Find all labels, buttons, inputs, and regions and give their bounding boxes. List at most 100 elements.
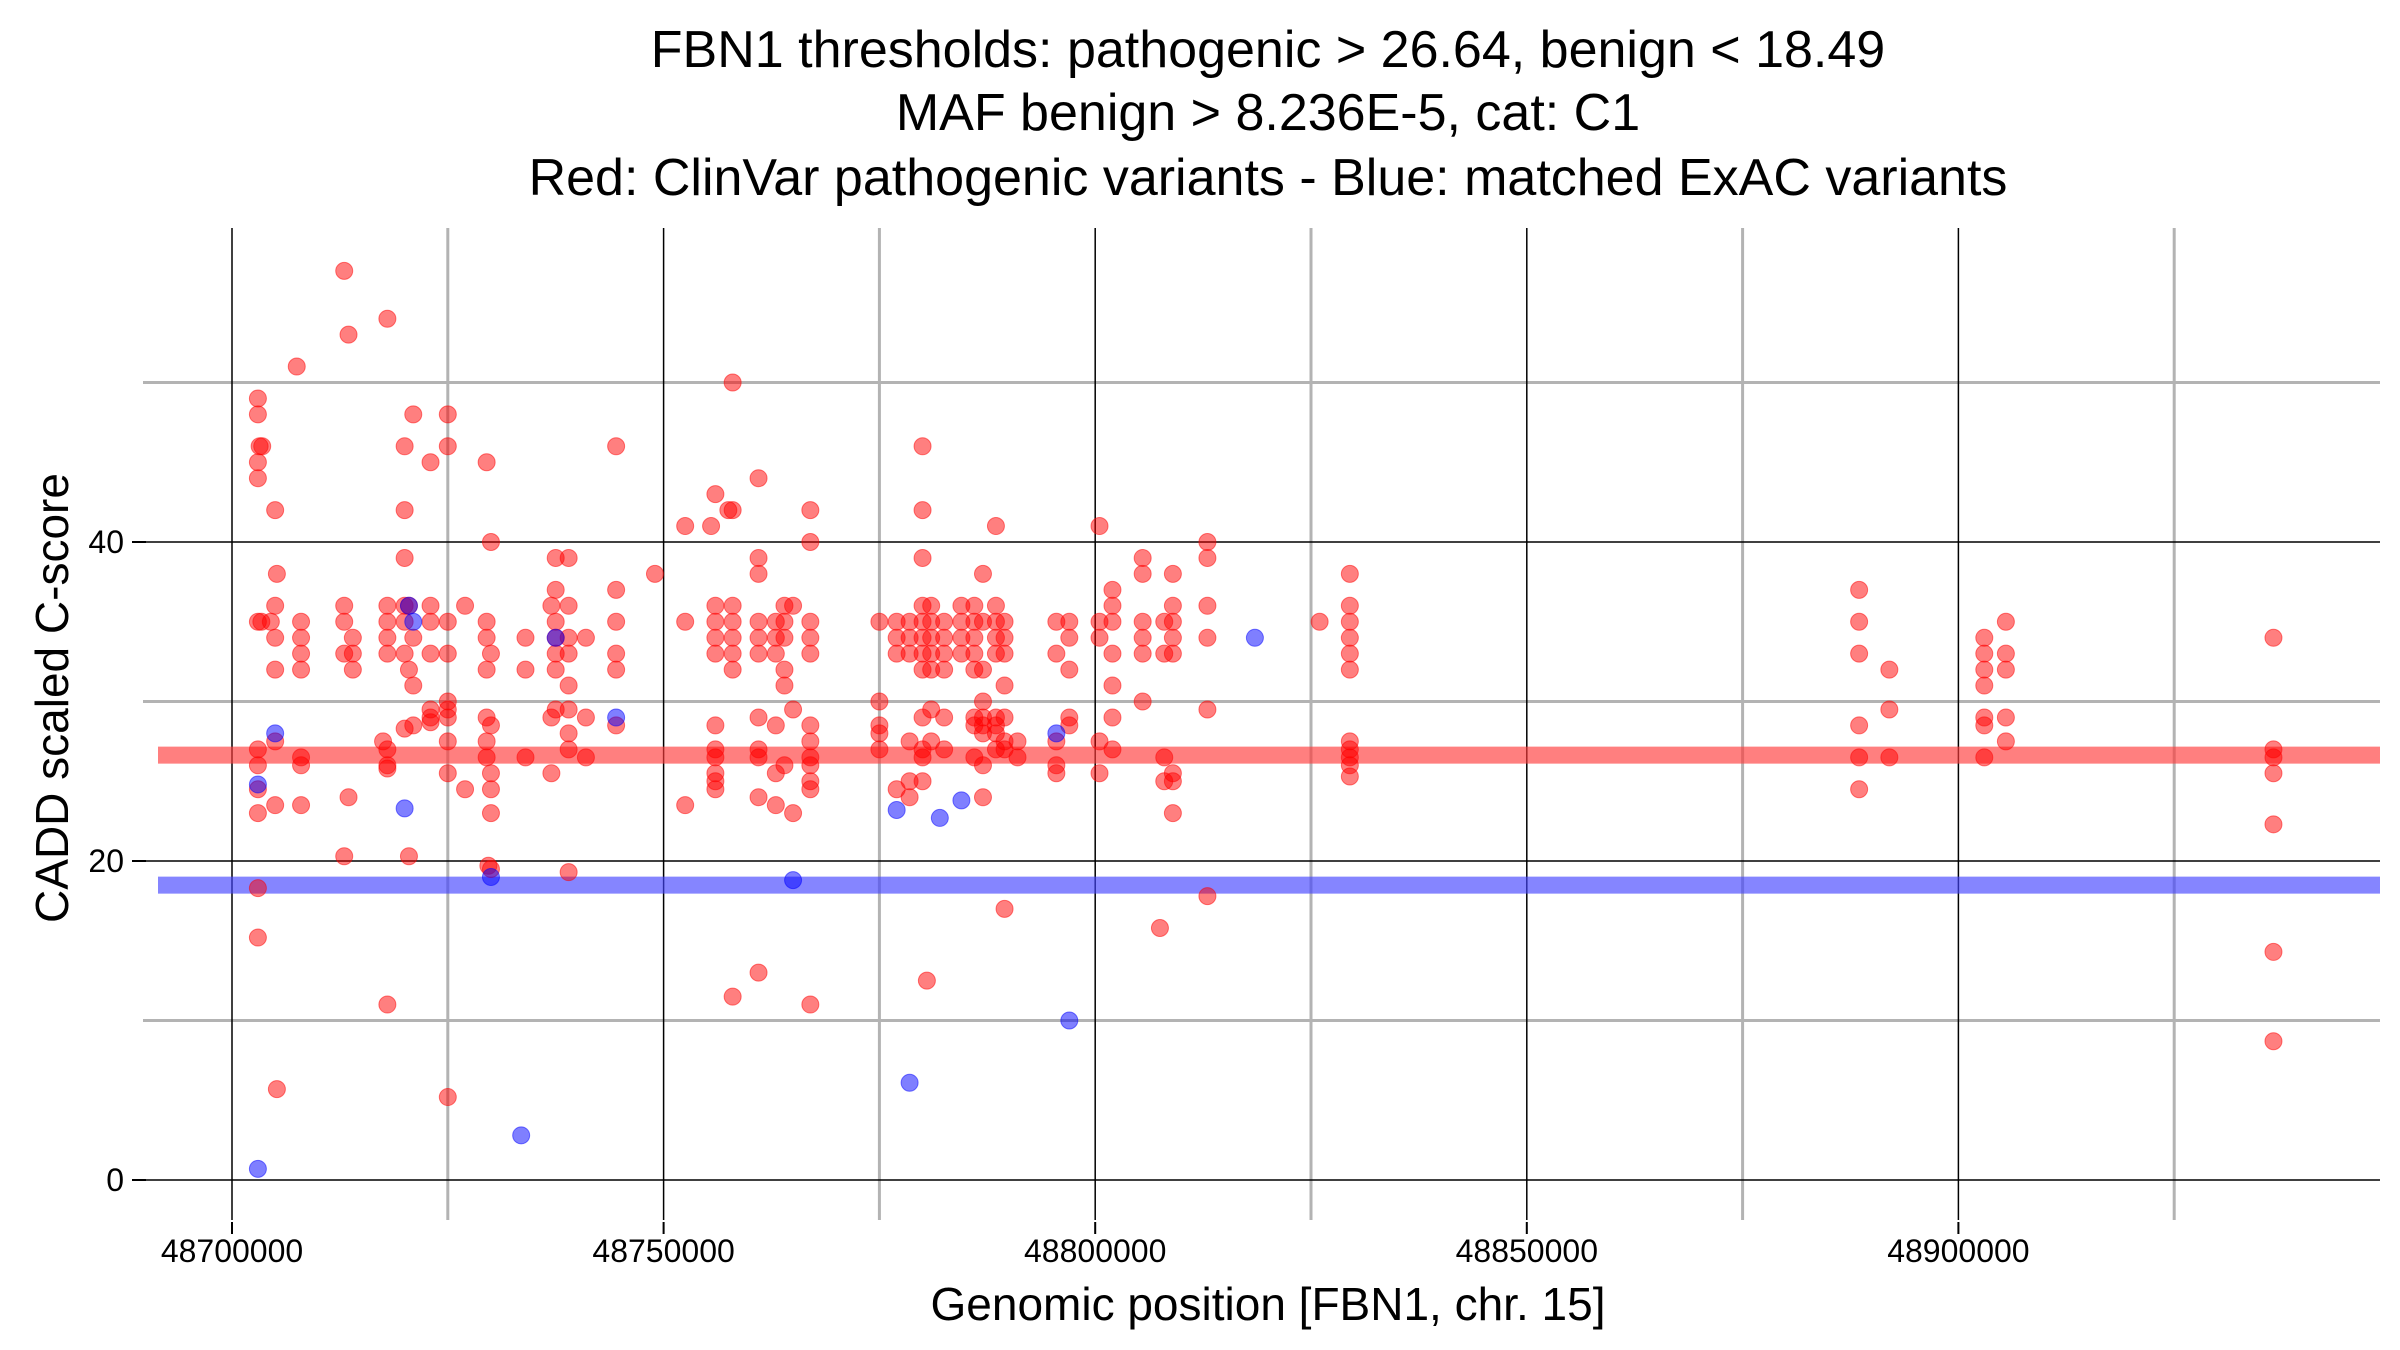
- exac-point: [1047, 724, 1066, 743]
- exac-point: [546, 628, 565, 647]
- clinvar-point: [801, 533, 820, 551]
- clinvar-point: [706, 612, 725, 631]
- clinvar-point: [935, 628, 954, 647]
- clinvar-point: [995, 740, 1014, 759]
- clinvar-point: [749, 548, 768, 567]
- clinvar-point: [421, 596, 440, 615]
- clinvar-point: [719, 501, 738, 520]
- exac-point: [248, 775, 267, 794]
- clinvar-point: [1340, 596, 1359, 615]
- clinvar-point: [248, 756, 267, 775]
- clinvar-point: [766, 644, 785, 663]
- clinvar-point: [706, 485, 725, 504]
- clinvar-point: [801, 644, 820, 663]
- clinvar-point: [1090, 628, 1109, 647]
- clinvar-point: [995, 676, 1014, 695]
- clinvar-point: [438, 708, 457, 727]
- clinvar-point: [1103, 580, 1122, 599]
- clinvar-point: [706, 596, 725, 615]
- clinvar-point: [1850, 580, 1869, 599]
- y-tick-label: 20: [88, 843, 124, 879]
- clinvar-point: [913, 501, 932, 520]
- clinvar-point: [2264, 815, 2283, 834]
- exac-point: [481, 867, 500, 886]
- clinvar-point: [1198, 628, 1217, 647]
- clinvar-point: [706, 748, 725, 767]
- exac-point: [887, 800, 906, 819]
- clinvar-point: [456, 780, 475, 799]
- clinvar-point: [1880, 748, 1899, 767]
- x-tick-label: 48850000: [1456, 1233, 1598, 1269]
- clinvar-point: [546, 580, 565, 599]
- clinvar-point: [266, 501, 285, 520]
- clinvar-point: [267, 1080, 286, 1099]
- clinvar-point: [922, 700, 941, 719]
- clinvar-point: [542, 708, 561, 727]
- clinvar-point: [922, 596, 941, 615]
- clinvar-point: [292, 628, 311, 647]
- clinvar-point: [546, 612, 565, 631]
- clinvar-point: [261, 612, 280, 631]
- clinvar-point: [292, 644, 311, 663]
- clinvar-point: [749, 628, 768, 647]
- clinvar-point: [1975, 644, 1994, 663]
- clinvar-point: [706, 716, 725, 735]
- clinvar-point: [576, 628, 595, 647]
- clinvar-point: [1163, 644, 1182, 663]
- clinvar-point: [378, 596, 397, 615]
- clinvar-point: [1975, 716, 1994, 735]
- clinvar-point: [477, 612, 496, 631]
- clinvar-point: [723, 596, 742, 615]
- clinvar-point: [1163, 564, 1182, 583]
- clinvar-point: [2264, 764, 2283, 783]
- chart-title-line-3: Red: ClinVar pathogenic variants - Blue:…: [529, 149, 2008, 207]
- clinvar-point: [973, 564, 992, 583]
- clinvar-point: [1340, 767, 1359, 786]
- clinvar-point: [775, 676, 794, 695]
- clinvar-point: [1103, 708, 1122, 727]
- clinvar-point: [870, 692, 889, 711]
- clinvar-point: [676, 796, 695, 815]
- clinvar-point: [723, 660, 742, 679]
- clinvar-point: [438, 764, 457, 783]
- clinvar-point: [749, 612, 768, 631]
- clinvar-point: [253, 437, 272, 456]
- clinvar-point: [546, 660, 565, 679]
- clinvar-point: [607, 660, 626, 679]
- clinvar-point: [339, 325, 358, 344]
- clinvar-point: [1008, 732, 1027, 751]
- clinvar-point: [1340, 628, 1359, 647]
- clinvar-point: [1060, 612, 1079, 631]
- clinvar-point: [749, 788, 768, 807]
- clinvar-point: [343, 628, 362, 647]
- clinvar-point: [723, 628, 742, 647]
- exac-point: [395, 799, 414, 818]
- clinvar-point: [2264, 748, 2283, 767]
- clinvar-point: [559, 740, 578, 759]
- clinvar-point: [1133, 548, 1152, 567]
- x-tick-label: 48750000: [592, 1233, 734, 1269]
- major-gridlines: [143, 228, 2380, 1220]
- exac-point: [404, 612, 423, 631]
- exac-point: [248, 1159, 267, 1178]
- clinvar-point: [1880, 700, 1899, 719]
- clinvar-point: [1198, 700, 1217, 719]
- clinvar-point: [1163, 628, 1182, 647]
- clinvar-point: [1996, 732, 2015, 751]
- y-tick-label: 0: [106, 1162, 124, 1198]
- clinvar-point: [1133, 692, 1152, 711]
- clinvar-point: [481, 804, 500, 823]
- clinvar-point: [676, 612, 695, 631]
- x-axis-label: Genomic position [FBN1, chr. 15]: [931, 1278, 1606, 1330]
- clinvar-point: [749, 708, 768, 727]
- clinvar-point: [335, 612, 354, 631]
- clinvar-point: [607, 437, 626, 456]
- clinvar-point: [870, 740, 889, 759]
- clinvar-point: [248, 405, 267, 424]
- clinvar-point: [1133, 628, 1152, 647]
- clinvar-point: [335, 261, 354, 280]
- clinvar-point: [516, 660, 535, 679]
- clinvar-point: [421, 713, 440, 732]
- clinvar-point: [292, 756, 311, 775]
- clinvar-point: [986, 517, 1005, 536]
